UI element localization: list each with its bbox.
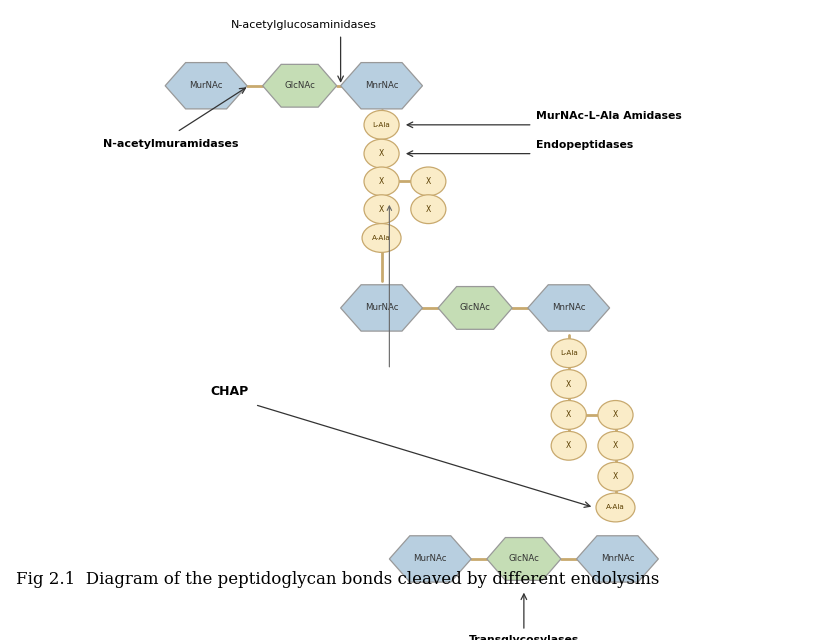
Polygon shape — [263, 65, 337, 107]
Text: X: X — [613, 472, 618, 481]
Text: X: X — [379, 205, 384, 214]
Ellipse shape — [411, 195, 446, 223]
Ellipse shape — [552, 401, 586, 429]
Polygon shape — [487, 538, 561, 580]
Text: MnrNAc: MnrNAc — [601, 554, 635, 563]
Polygon shape — [390, 536, 471, 582]
Polygon shape — [165, 63, 247, 109]
Text: X: X — [379, 149, 384, 158]
Text: A-Ala: A-Ala — [372, 235, 391, 241]
Text: X: X — [426, 205, 431, 214]
Ellipse shape — [598, 401, 633, 429]
Text: MurNAc-L-Ala Amidases: MurNAc-L-Ala Amidases — [536, 111, 681, 121]
Text: X: X — [613, 410, 618, 419]
Text: X: X — [426, 177, 431, 186]
Ellipse shape — [598, 431, 633, 460]
Text: GlcNAc: GlcNAc — [284, 81, 315, 90]
Text: MurNAc: MurNAc — [413, 554, 447, 563]
Polygon shape — [438, 287, 512, 330]
Ellipse shape — [364, 167, 399, 196]
Text: A-Ala: A-Ala — [606, 504, 625, 511]
Text: X: X — [566, 441, 571, 451]
Ellipse shape — [364, 195, 399, 223]
Ellipse shape — [364, 140, 399, 168]
Text: X: X — [566, 410, 571, 419]
Text: GlcNAc: GlcNAc — [509, 554, 539, 563]
Text: N-acetylglucosaminidases: N-acetylglucosaminidases — [231, 20, 376, 30]
Ellipse shape — [411, 167, 446, 196]
Text: X: X — [613, 441, 618, 451]
Polygon shape — [528, 285, 610, 331]
Text: MnrNAc: MnrNAc — [365, 81, 399, 90]
Ellipse shape — [362, 223, 401, 252]
Text: N-acetylmuramidases: N-acetylmuramidases — [104, 140, 238, 149]
Text: X: X — [566, 380, 571, 388]
Polygon shape — [576, 536, 658, 582]
Text: MurNAc: MurNAc — [365, 303, 399, 312]
Ellipse shape — [596, 493, 635, 522]
Text: Transglycosylases: Transglycosylases — [469, 635, 579, 640]
Text: X: X — [379, 177, 384, 186]
Text: CHAP: CHAP — [210, 385, 249, 399]
Ellipse shape — [552, 339, 586, 367]
Ellipse shape — [552, 370, 586, 399]
Ellipse shape — [552, 431, 586, 460]
Ellipse shape — [598, 462, 633, 491]
Text: L-Ala: L-Ala — [372, 122, 390, 128]
Ellipse shape — [364, 111, 399, 140]
Text: L-Ala: L-Ala — [560, 350, 578, 356]
Text: MnrNAc: MnrNAc — [552, 303, 585, 312]
Polygon shape — [340, 63, 423, 109]
Text: MurNAc: MurNAc — [189, 81, 223, 90]
Text: GlcNAc: GlcNAc — [459, 303, 491, 312]
Text: Endopeptidases: Endopeptidases — [536, 140, 633, 150]
Polygon shape — [340, 285, 423, 331]
Text: Fig 2.1  Diagram of the peptidoglycan bonds cleaved by different endolysins: Fig 2.1 Diagram of the peptidoglycan bon… — [16, 571, 659, 588]
